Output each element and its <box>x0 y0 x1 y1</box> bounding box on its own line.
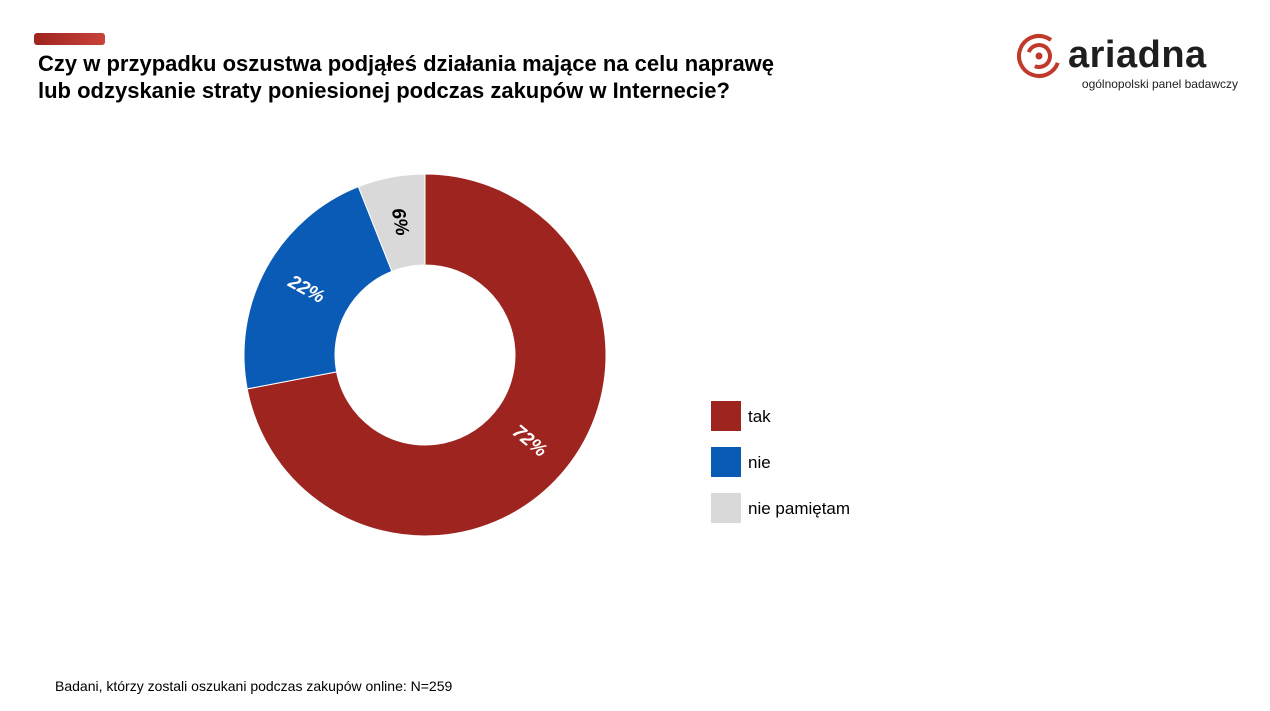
donut-slice-nie-pamietam <box>357 173 426 272</box>
legend-swatch-nie-pamietam <box>711 493 741 523</box>
data-label-nie-pamietam: 6% <box>387 206 413 237</box>
footnote: Badani, którzy zostali oszukani podczas … <box>55 678 453 694</box>
legend-item-tak: tak <box>711 401 891 433</box>
legend-swatch-nie <box>711 447 741 477</box>
ariadna-spiral-icon <box>1017 34 1061 78</box>
logo-wordmark: ariadna <box>1068 34 1207 76</box>
legend-label-nie: nie <box>748 453 771 472</box>
legend: tak nie nie pamiętam <box>711 401 891 539</box>
legend-swatch-tak <box>711 401 741 431</box>
logo-tagline: ogólnopolski panel badawczy <box>1081 77 1238 91</box>
chart-title-line-1: Czy w przypadku oszustwa podjąłeś działa… <box>38 51 775 76</box>
ariadna-logo: ariadna ogólnopolski panel badawczy <box>1014 31 1244 93</box>
donut-slice-nie <box>243 186 393 390</box>
legend-item-nie-pamietam: nie pamiętam <box>711 493 891 525</box>
legend-label-nie-pamietam: nie pamiętam <box>748 499 851 518</box>
legend-item-nie: nie <box>711 447 891 479</box>
donut-slice-tak <box>246 173 607 537</box>
accent-bar <box>34 33 105 45</box>
chart-title-line-2: lub odzyskanie straty poniesionej podcza… <box>38 78 730 103</box>
legend-label-tak: tak <box>748 407 771 426</box>
chart-title: Czy w przypadku oszustwa podjąłeś działa… <box>38 50 938 104</box>
